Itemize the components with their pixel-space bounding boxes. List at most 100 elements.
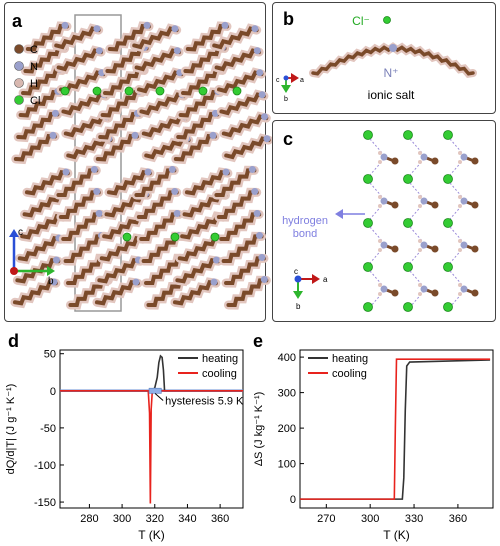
lower-chain (22, 167, 73, 199)
head-nitrogen (460, 153, 468, 161)
upper-chain (56, 67, 108, 97)
chain-carbons (56, 48, 104, 72)
lower-chain (53, 165, 101, 200)
chain-carbons (23, 45, 67, 74)
head-carbon (431, 289, 439, 297)
upper-chain (54, 45, 106, 75)
axis-c-dot (294, 275, 302, 283)
chain-carbons (61, 92, 108, 116)
chain-carbons (214, 168, 257, 198)
axis-b-arrowhead (281, 85, 291, 93)
axis-c-label: c (294, 267, 298, 276)
head-hydrogen (418, 151, 422, 155)
axis-a-dot (10, 267, 18, 275)
head-hydrogen (378, 248, 382, 252)
axis-b-label: b (296, 302, 301, 311)
unit-cell-outline (74, 14, 122, 312)
head-hydrogen (458, 160, 462, 164)
chain-carbons (224, 136, 271, 160)
upper-chain (209, 23, 262, 53)
chain-carbons (141, 114, 189, 138)
axis-c-arrowhead (9, 229, 19, 237)
chart-d-x-tick-label: 300 (113, 513, 131, 525)
chain-carbons (219, 212, 262, 242)
legend-marker-c (14, 44, 24, 54)
chloride-ion (363, 174, 373, 184)
chart-d-annotation: hysteresis 5.9 K (165, 395, 244, 407)
panel-b-label: b (283, 9, 294, 29)
hydrogen-bond-dash (409, 202, 425, 220)
axis-b-arrowhead (293, 291, 303, 299)
head-hydrogen (378, 204, 382, 208)
chain-nitrogen (212, 256, 220, 264)
head-carbon (431, 201, 439, 209)
head-carbon (391, 289, 399, 297)
chart-e-series-cooling (300, 358, 491, 500)
axis-c-label: c (18, 227, 23, 238)
chloride-ion (443, 218, 453, 228)
chloride-ion (443, 130, 453, 140)
panel-c-label: c (283, 129, 294, 149)
axis-a-arrowhead (291, 73, 299, 83)
head-hydrogen (458, 248, 462, 252)
chart-e-x-tick-label: 270 (317, 513, 335, 525)
chain-nitrogen (144, 168, 152, 176)
head-hydrogen (378, 239, 382, 243)
head-hydrogen (378, 151, 382, 155)
chain-nitrogen (61, 21, 69, 29)
chain-carbons (107, 23, 151, 52)
chain-carbons (58, 190, 101, 220)
chart-e-series-heating (300, 359, 491, 500)
head-nitrogen (380, 285, 388, 293)
chain-carbons (183, 45, 227, 74)
chain-nitrogen (131, 131, 139, 139)
upper-chain (216, 89, 269, 119)
lower-chain (92, 277, 143, 309)
head-nitrogen (420, 153, 428, 161)
head-nitrogen (460, 285, 468, 293)
head-nitrogen (460, 241, 468, 249)
chain-nitrogen (256, 69, 264, 77)
chain-nitrogen (258, 253, 266, 261)
chloride-ion (403, 218, 413, 228)
chloride-ion (170, 232, 180, 242)
chloride-ion (443, 174, 453, 184)
chain-nitrogen (261, 113, 269, 121)
chloride-ion (443, 302, 453, 312)
chart-d-hysteresis-marker (148, 387, 162, 394)
chain-nitrogen (93, 187, 101, 195)
upper-chain (219, 111, 271, 141)
chloride-ion (363, 218, 373, 228)
chloride-ion (443, 262, 453, 272)
head-nitrogen (380, 241, 388, 249)
chain-carbons (24, 170, 70, 196)
legend-label-h: H (30, 78, 38, 90)
hydrogen-bond-dash (369, 158, 385, 176)
panel-d-label: d (8, 331, 19, 351)
chain-carbons (181, 67, 225, 96)
hydrogen-bond-dash (409, 158, 425, 176)
hydrogen-bond-dash (369, 202, 385, 220)
chain-carbons (16, 111, 60, 140)
lower-chain (56, 187, 104, 222)
chart-d-x-tick-label: 280 (80, 513, 98, 525)
legend-marker-n (14, 61, 24, 71)
hydrogen-bond-label-line2: bond (293, 228, 317, 240)
chart-d-y-tick-label: -50 (40, 423, 56, 435)
hydrogen-bond-dash (409, 290, 425, 308)
head-hydrogen (458, 239, 462, 243)
head-hydrogen (458, 204, 462, 208)
chain-nitrogen (93, 25, 101, 33)
head-carbon (471, 289, 479, 297)
head-nitrogen (380, 197, 388, 205)
head-hydrogen (418, 239, 422, 243)
head-carbon (391, 245, 399, 253)
chain-nitrogen (168, 165, 176, 173)
chain-nitrogen (173, 47, 181, 55)
hydrogen-bond-dash (449, 246, 465, 264)
axis-b-label: b (284, 96, 288, 103)
head-hydrogen (378, 160, 382, 164)
chloride-ion (403, 174, 413, 184)
head-nitrogen (420, 285, 428, 293)
chain-nitrogen (51, 109, 59, 117)
